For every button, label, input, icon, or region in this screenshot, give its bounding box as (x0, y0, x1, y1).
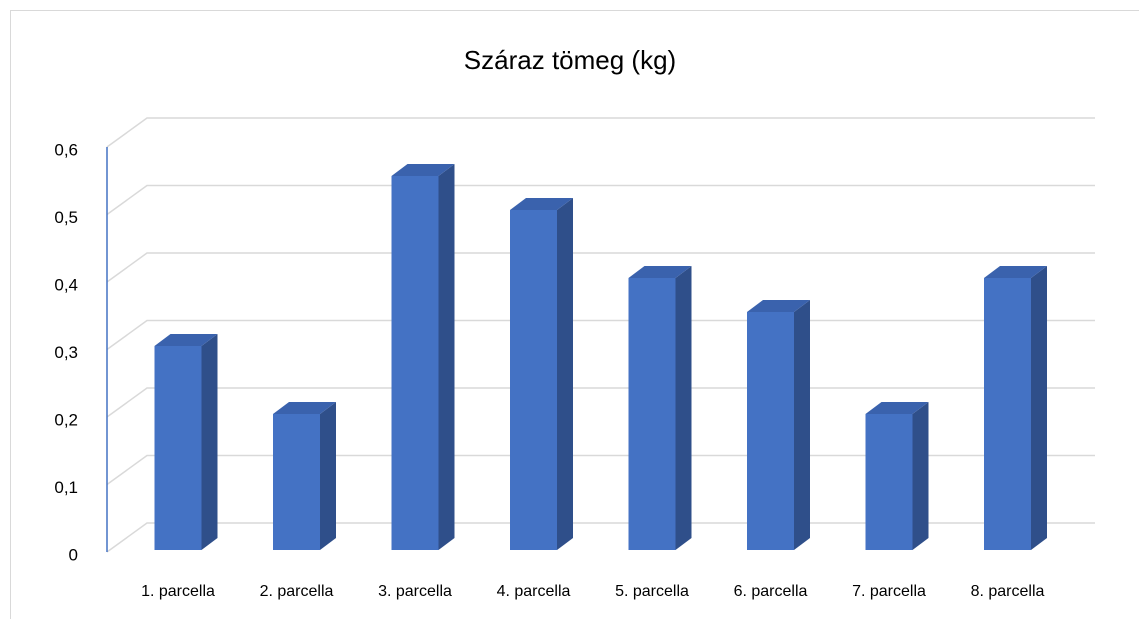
x-tick-label: 3. parcella (378, 583, 452, 600)
y-tick-label: 0,2 (54, 410, 78, 429)
x-tick-label: 7. parcella (852, 583, 926, 600)
bar (984, 278, 1031, 550)
bar (865, 414, 913, 550)
bar (510, 210, 557, 550)
bar-side (1031, 266, 1047, 550)
bar-top (984, 266, 1047, 278)
bar (154, 346, 202, 550)
grid-line (106, 252, 1095, 283)
bar-top (865, 402, 929, 414)
y-tick-label: 0,6 (54, 140, 78, 159)
x-tick-label: 1. parcella (141, 583, 215, 600)
bar-top (273, 402, 336, 414)
bar-top (391, 164, 455, 176)
grid-line (106, 117, 1095, 148)
x-tick-label: 8. parcella (971, 583, 1045, 600)
bar-side (438, 164, 455, 550)
chart-title: Száraz tömeg (kg) (464, 45, 676, 75)
bar-side (557, 198, 573, 550)
bar-side (794, 300, 810, 550)
x-tick-label: 4. parcella (497, 583, 571, 600)
bar (391, 176, 439, 550)
bar-side (912, 402, 929, 550)
grid-line (106, 184, 1095, 216)
x-tick-label: 5. parcella (615, 583, 689, 600)
x-tick-label: 6. parcella (734, 583, 808, 600)
y-tick-label: 0 (69, 545, 78, 564)
bar (747, 312, 794, 550)
y-tick-label: 0,5 (54, 208, 78, 227)
x-tick-label: 2. parcella (260, 583, 334, 600)
bar-top (628, 266, 692, 278)
y-tick-label: 0,3 (54, 343, 78, 362)
y-tick-label: 0,4 (54, 275, 78, 294)
bar (628, 278, 676, 550)
y-tick-label: 0,1 (54, 478, 78, 497)
bar-side (675, 266, 692, 550)
bar-top (747, 300, 810, 312)
bar-side (201, 334, 218, 550)
bar-top (154, 334, 218, 346)
bar-top (510, 198, 573, 210)
bar (273, 414, 320, 550)
bar-side (320, 402, 336, 550)
